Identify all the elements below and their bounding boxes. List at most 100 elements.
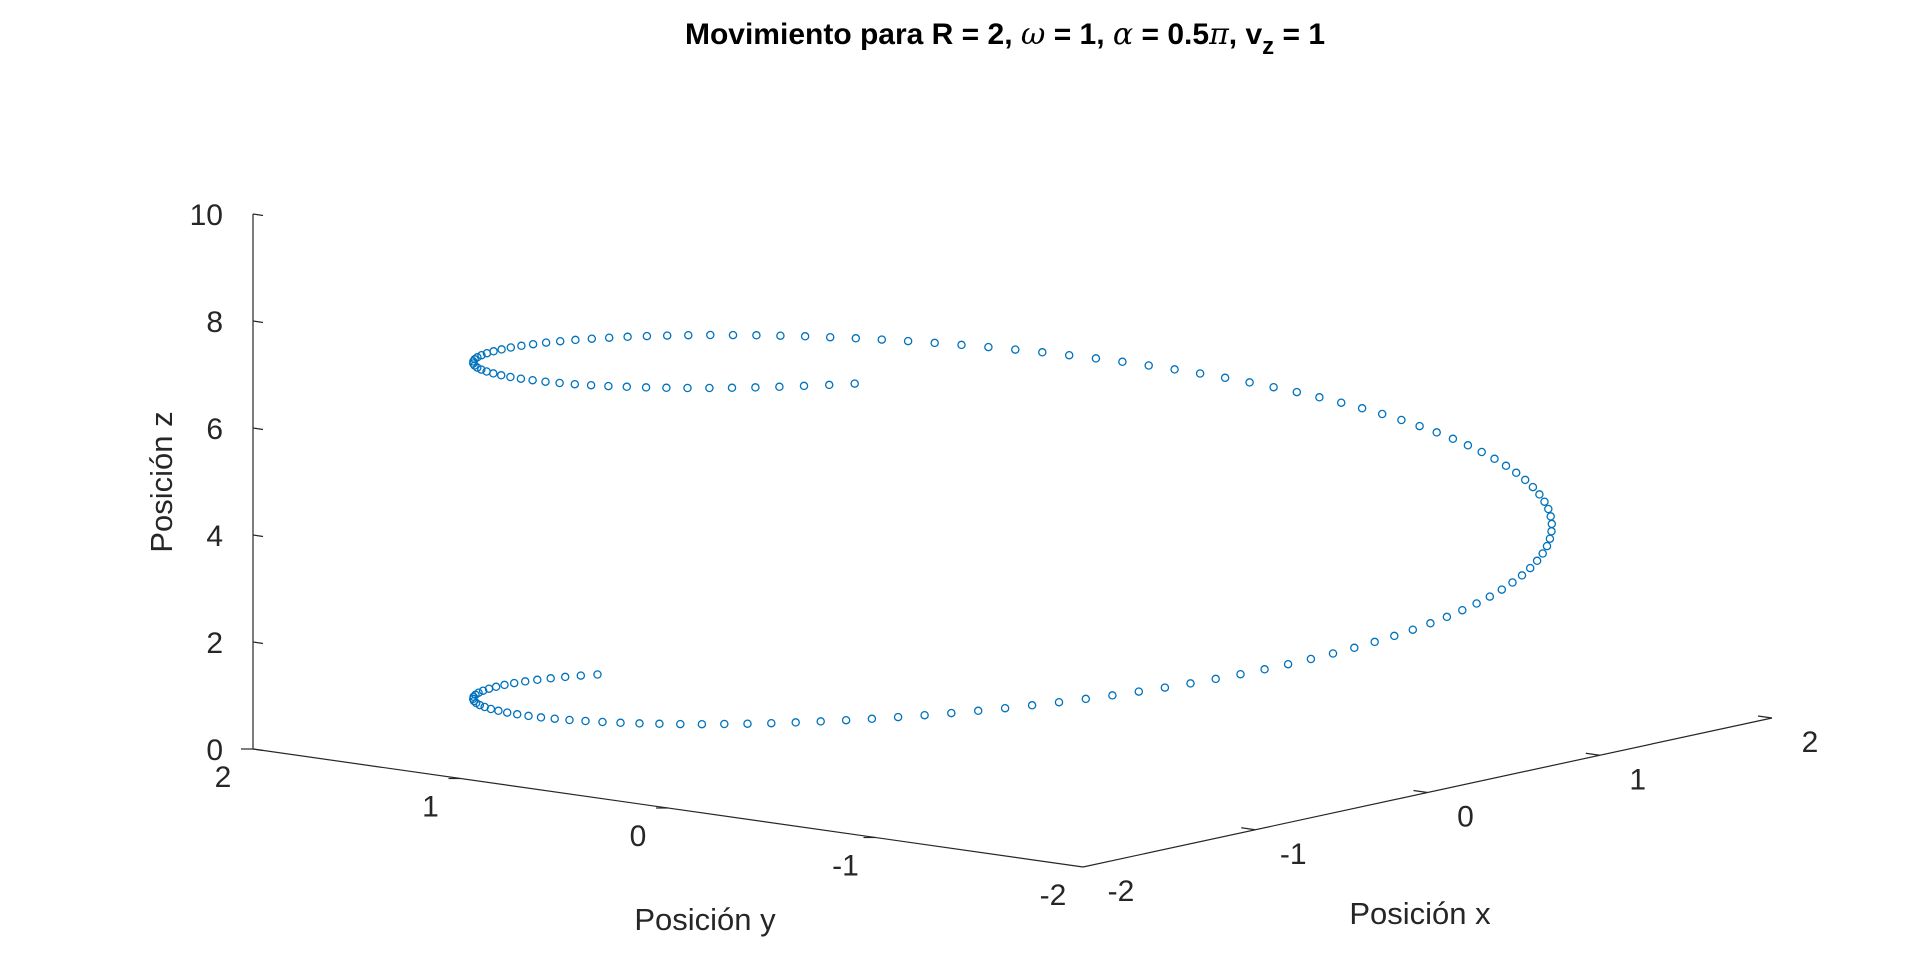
- data-point-35: [743, 719, 752, 728]
- data-point-41: [893, 712, 903, 722]
- data-point-102: [1170, 365, 1179, 374]
- z-tick-label-1: 2: [206, 627, 223, 660]
- data-point-104: [1118, 357, 1127, 367]
- data-point-132: [506, 343, 516, 352]
- data-point-37: [791, 718, 800, 727]
- z-tick-label-5: 10: [190, 199, 223, 232]
- data-point-94: [1357, 404, 1367, 413]
- data-point-20: [494, 706, 503, 716]
- data-point-145: [489, 369, 498, 378]
- data-point-43: [947, 708, 956, 718]
- data-point-162: [775, 382, 784, 392]
- data-point-92: [1397, 415, 1406, 425]
- data-point-112: [903, 336, 913, 346]
- data-point-107: [1038, 348, 1047, 357]
- data-point-60: [1370, 637, 1379, 647]
- data-point-68: [1497, 585, 1507, 594]
- data-point-158: [683, 383, 692, 393]
- data-point-49: [1108, 691, 1117, 700]
- data-point-67: [1485, 592, 1495, 601]
- data-point-39: [841, 715, 851, 725]
- data-point-62: [1408, 625, 1418, 634]
- data-point-85: [1501, 461, 1511, 471]
- z-tick-label-0: 0: [206, 734, 223, 767]
- data-point-46: [1027, 701, 1037, 710]
- data-point-28: [598, 717, 607, 727]
- x-tick-2: [1413, 789, 1428, 794]
- data-point-4: [533, 675, 542, 685]
- data-point-74: [1542, 541, 1552, 551]
- data-point-126: [587, 334, 597, 343]
- data-point-82: [1528, 482, 1538, 492]
- y-axis-label: Posición y: [634, 902, 776, 937]
- data-point-52: [1186, 679, 1195, 688]
- data-point-15: [469, 696, 479, 706]
- data-point-36: [767, 718, 776, 728]
- data-point-146: [496, 371, 506, 380]
- data-point-124: [623, 332, 632, 342]
- data-point-55: [1260, 665, 1269, 674]
- data-point-130: [528, 339, 538, 349]
- z-tick-4: [252, 320, 264, 324]
- data-point-2: [560, 672, 570, 682]
- data-point-138: [470, 355, 479, 364]
- data-point-57: [1306, 654, 1316, 664]
- data-point-70: [1517, 571, 1527, 580]
- z-tick-label-2: 4: [206, 520, 223, 553]
- data-point-3: [546, 674, 555, 683]
- data-point-106: [1064, 350, 1074, 360]
- data-point-34: [720, 719, 729, 729]
- data-point-152: [570, 379, 580, 389]
- data-point-142: [473, 363, 482, 372]
- data-point-42: [920, 710, 929, 720]
- data-point-148: [516, 374, 526, 383]
- data-point-129: [541, 338, 551, 347]
- data-point-88: [1463, 441, 1473, 450]
- data-point-22: [512, 710, 522, 719]
- data-point-58: [1328, 649, 1338, 658]
- data-point-21: [502, 708, 512, 717]
- x-tick-label-2: 0: [1457, 801, 1474, 834]
- data-point-114: [851, 334, 861, 343]
- data-point-65: [1458, 605, 1467, 615]
- data-point-31: [655, 719, 664, 729]
- z-tick-label-4: 8: [206, 306, 223, 339]
- x-tick-label-1: -1: [1280, 838, 1307, 871]
- data-point-95: [1336, 398, 1346, 407]
- data-point-113: [877, 335, 887, 344]
- data-point-50: [1134, 687, 1144, 696]
- data-point-149: [528, 375, 537, 385]
- data-point-8: [491, 682, 501, 692]
- data-point-64: [1442, 612, 1452, 622]
- x-axis-label: Posición x: [1349, 896, 1491, 931]
- data-point-40: [867, 714, 877, 724]
- data-point-38: [816, 717, 825, 726]
- data-point-71: [1525, 563, 1535, 573]
- data-point-131: [517, 341, 526, 351]
- data-point-30: [635, 719, 644, 728]
- z-tick-2: [252, 534, 264, 538]
- data-point-53: [1211, 674, 1220, 684]
- data-point-93: [1377, 409, 1387, 419]
- data-point-153: [586, 380, 596, 390]
- data-point-75: [1545, 534, 1555, 543]
- data-point-12: [471, 690, 480, 700]
- y-tick-label-4: 2: [215, 761, 232, 794]
- data-point-133: [497, 345, 506, 354]
- data-point-125: [604, 333, 614, 342]
- axes-lines: [252, 214, 1773, 868]
- data-point-96: [1315, 393, 1324, 402]
- data-point-63: [1426, 619, 1435, 628]
- data-point-7: [500, 680, 509, 690]
- x-tick-1: [1241, 827, 1256, 831]
- data-point-69: [1508, 578, 1517, 587]
- data-point-109: [984, 342, 993, 352]
- data-point-143: [477, 365, 486, 374]
- z-axis-label: Posición z: [144, 411, 179, 552]
- x-tick-label-0: -2: [1108, 875, 1135, 908]
- z-tick-1: [252, 641, 264, 645]
- data-point-61: [1390, 631, 1399, 641]
- y-tick-label-1: -1: [832, 850, 859, 883]
